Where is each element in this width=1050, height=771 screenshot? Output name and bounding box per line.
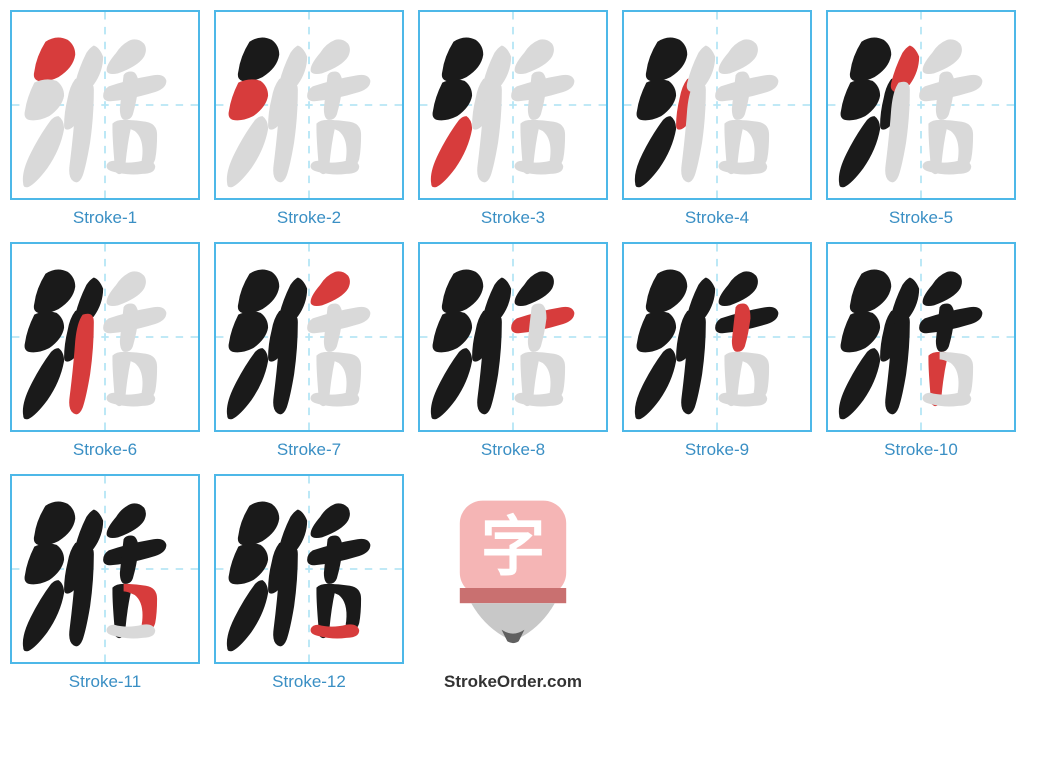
stroke-svg-3 — [420, 12, 606, 198]
logo-box: 字 — [418, 474, 608, 664]
stroke-tile-5 — [826, 10, 1016, 200]
stroke-cell-8: Stroke-8 — [418, 242, 608, 460]
stroke-caption-2: Stroke-2 — [277, 208, 341, 228]
stroke-svg-8 — [420, 244, 606, 430]
stroke-svg-4 — [624, 12, 810, 198]
stroke-tile-2 — [214, 10, 404, 200]
stroke-cell-9: Stroke-9 — [622, 242, 812, 460]
stroke-grid: Stroke-1 Stroke-2 Stroke-3 — [10, 10, 1040, 692]
stroke-tile-4 — [622, 10, 812, 200]
stroke-tile-10 — [826, 242, 1016, 432]
stroke-tile-8 — [418, 242, 608, 432]
stroke-cell-5: Stroke-5 — [826, 10, 1016, 228]
stroke-svg-9 — [624, 244, 810, 430]
stroke-svg-10 — [828, 244, 1014, 430]
stroke-cell-10: Stroke-10 — [826, 242, 1016, 460]
stroke-svg-2 — [216, 12, 402, 198]
stroke-caption-9: Stroke-9 — [685, 440, 749, 460]
stroke-tile-11 — [10, 474, 200, 664]
stroke-caption-8: Stroke-8 — [481, 440, 545, 460]
stroke-tile-7 — [214, 242, 404, 432]
stroke-cell-11: Stroke-11 — [10, 474, 200, 692]
stroke-caption-3: Stroke-3 — [481, 208, 545, 228]
stroke-cell-12: Stroke-12 — [214, 474, 404, 692]
svg-text:字: 字 — [481, 511, 546, 583]
stroke-svg-12 — [216, 476, 402, 662]
stroke-caption-10: Stroke-10 — [884, 440, 958, 460]
stroke-tile-1 — [10, 10, 200, 200]
stroke-svg-1 — [12, 12, 198, 198]
stroke-svg-11 — [12, 476, 198, 662]
stroke-caption-4: Stroke-4 — [685, 208, 749, 228]
stroke-caption-6: Stroke-6 — [73, 440, 137, 460]
site-name: StrokeOrder.com — [444, 672, 582, 692]
stroke-svg-5 — [828, 12, 1014, 198]
stroke-tile-12 — [214, 474, 404, 664]
logo-cell: 字 StrokeOrder.com — [418, 474, 608, 692]
stroke-cell-6: Stroke-6 — [10, 242, 200, 460]
stroke-cell-4: Stroke-4 — [622, 10, 812, 228]
stroke-tile-6 — [10, 242, 200, 432]
stroke-cell-7: Stroke-7 — [214, 242, 404, 460]
stroke-tile-3 — [418, 10, 608, 200]
stroke-cell-2: Stroke-2 — [214, 10, 404, 228]
logo-svg: 字 — [418, 474, 608, 664]
stroke-svg-7 — [216, 244, 402, 430]
stroke-cell-3: Stroke-3 — [418, 10, 608, 228]
stroke-caption-7: Stroke-7 — [277, 440, 341, 460]
stroke-caption-12: Stroke-12 — [272, 672, 346, 692]
stroke-cell-1: Stroke-1 — [10, 10, 200, 228]
stroke-caption-5: Stroke-5 — [889, 208, 953, 228]
stroke-caption-11: Stroke-11 — [69, 672, 141, 692]
stroke-tile-9 — [622, 242, 812, 432]
stroke-caption-1: Stroke-1 — [73, 208, 137, 228]
stroke-svg-6 — [12, 244, 198, 430]
